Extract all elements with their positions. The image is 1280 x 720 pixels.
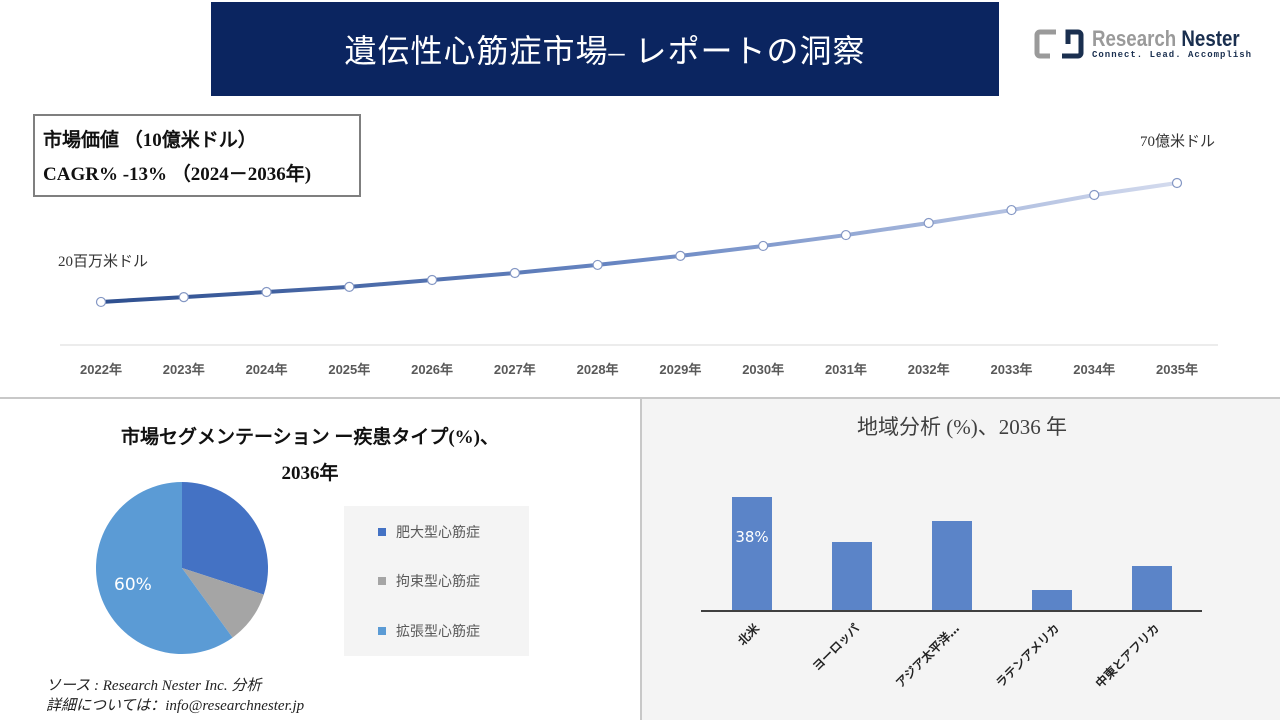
x-tick-label: 2027年 [494, 362, 536, 377]
bar [1032, 590, 1072, 611]
bar-category-label: 中東とアフリカ [1092, 621, 1162, 691]
x-tick-label: 2028年 [577, 362, 619, 377]
source-text: ソース : Research Nester Inc. 分析 [46, 678, 262, 694]
data-point [675, 250, 686, 261]
cagr-label: CAGR% -13% （2024－2036年) [43, 164, 312, 185]
pie-chart: 60% [95, 482, 268, 654]
bar-title: 地域分析 (%)、2036 年 [857, 415, 1067, 439]
bar [1132, 566, 1172, 611]
end-value-label: 70億米ドル [1140, 134, 1216, 150]
x-tick-label: 2033年 [991, 362, 1033, 377]
market-value-label: 市場価値 （10億米ドル） [43, 130, 257, 151]
pie-slice [182, 568, 264, 638]
legend-label: 拡張型心筋症 [396, 624, 480, 640]
data-point [261, 286, 272, 298]
data-point [758, 240, 769, 252]
bar-data-label: 38% [735, 528, 768, 546]
bar-category-label: ヨーロッパ [810, 621, 862, 673]
logo-name-a: Research [1092, 26, 1177, 51]
data-point [1006, 204, 1017, 216]
x-tick-label: 2034年 [1073, 362, 1115, 377]
line-chart: 2022年 2023年 2024年 2025年 2026年 2027年 2028年 2029年… [60, 177, 1218, 377]
pie-title-line2: 2036年 [281, 463, 339, 484]
contact-text: 詳細については：info@researchnester.jp [46, 698, 305, 714]
data-point [840, 229, 852, 241]
legend-item-dilated: 拡張型心筋症 [378, 621, 480, 641]
bar-chart: 38% 北米 ヨーロッパ アジア太平洋… ラテンアメリカ 中東とアフリカ [701, 497, 1202, 691]
pie-legend: 肥大型心筋症 拘束型心筋症 拡張型心筋症 [344, 506, 529, 656]
logo-tagline: Connect. Lead. Accomplish [1092, 50, 1253, 60]
x-tick-label: 2030年 [742, 362, 784, 377]
data-point [1089, 189, 1100, 201]
legend-swatch [378, 528, 386, 536]
x-tick-label: 2026年 [411, 362, 453, 377]
pie-slice [95, 482, 233, 654]
bar [732, 497, 772, 611]
x-tick-label: 2022年 [80, 362, 122, 377]
pie-data-label: 60% [114, 575, 152, 595]
data-point [1171, 177, 1183, 189]
regional-panel: 地域分析 (%)、2036 年 38% 北米 ヨーロッパ アジア太平洋… ラテンアメリカ… [640, 399, 1280, 720]
bar-category-label: アジア太平洋… [892, 621, 962, 691]
x-tick-label: 2032年 [908, 362, 950, 377]
data-point [95, 296, 107, 308]
logo-icon [1034, 29, 1084, 59]
pie-title: 市場セグメンテーション ー疾患タイプ(%)、 2036年 [100, 420, 520, 492]
divider [0, 397, 1280, 399]
legend-label: 肥大型心筋症 [396, 525, 480, 541]
data-point [426, 274, 438, 286]
x-tick-label: 2023年 [163, 362, 205, 377]
data-point [178, 291, 189, 303]
x-tick-label: 2031年 [825, 362, 867, 377]
x-tick-label: 2035年 [1156, 362, 1198, 377]
pie-title-line1: 市場セグメンテーション ー疾患タイプ(%)、 [120, 427, 500, 448]
x-tick-label: 2029年 [659, 362, 701, 377]
bar-category-label: ラテンアメリカ [993, 621, 1062, 690]
start-value-label: 20百万米ドル [58, 254, 149, 270]
bar [832, 542, 872, 611]
data-point [923, 217, 934, 229]
legend-swatch [378, 577, 386, 585]
data-point [344, 281, 355, 293]
logo: Research Nester Connect. Lead. Accomplis… [1034, 28, 1266, 60]
kpi-box: 市場価値 （10億米ドル） CAGR% -13% （2024－2036年) [33, 114, 361, 197]
legend-item-restrictive: 拘束型心筋症 [378, 571, 480, 591]
legend-item-hypertrophic: 肥大型心筋症 [378, 522, 480, 542]
pie-slice [182, 482, 268, 595]
bar-category-label: 北米 [735, 620, 763, 648]
footer: ソース : Research Nester Inc. 分析 詳細については：in… [46, 676, 304, 716]
bar [932, 521, 972, 611]
logo-name-b: Nester [1181, 26, 1240, 51]
series-line [100, 181, 1178, 304]
page-title: 遺伝性心筋症市場– レポートの洞察 [211, 2, 999, 96]
legend-label: 拘束型心筋症 [396, 574, 480, 590]
x-tick-label: 2025年 [328, 362, 370, 377]
data-point [509, 267, 520, 279]
legend-swatch [378, 627, 386, 635]
data-point [592, 259, 603, 271]
x-tick-label: 2024年 [246, 362, 288, 377]
